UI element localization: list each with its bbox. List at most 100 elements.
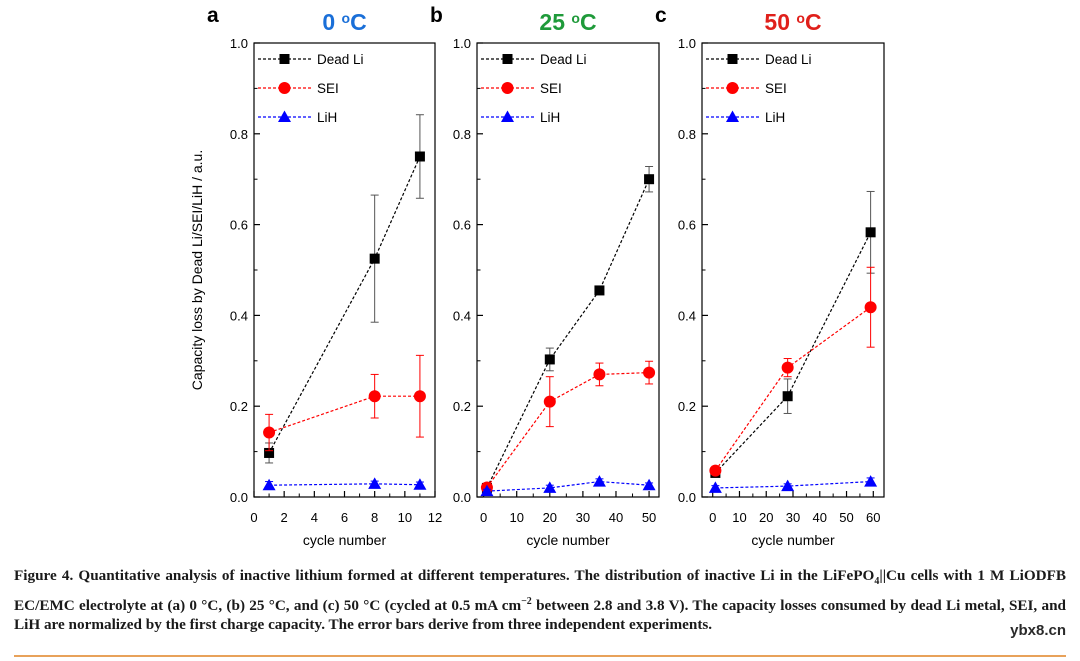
- y-tick-label: 0.2: [453, 399, 471, 414]
- y-tick-label: 0.4: [678, 308, 696, 323]
- legend-marker: [727, 54, 738, 64]
- series-sei: [263, 354, 426, 452]
- x-tick-label: 6: [341, 510, 348, 525]
- caption-subscript: 4: [874, 576, 880, 588]
- y-tick-label: 0.0: [678, 490, 696, 505]
- plot-frame: [701, 42, 885, 498]
- data-point: [369, 253, 380, 264]
- y-tick-label: 0.6: [678, 218, 696, 233]
- data-point: [865, 227, 876, 238]
- series-line: [486, 178, 650, 489]
- series-line: [714, 306, 871, 472]
- x-tick-label: 10: [398, 510, 412, 525]
- data-point: [709, 464, 722, 477]
- series-line: [268, 395, 420, 434]
- x-axis-label: cycle number: [751, 532, 835, 548]
- watermark-text: ybx8.cn: [1010, 622, 1066, 639]
- x-axis-label: cycle number: [303, 532, 387, 548]
- x-tick-label: 4: [311, 510, 318, 525]
- caption-text-3: between 2.8 and 3.8 V). The capacity los…: [14, 596, 1066, 634]
- legend-marker: [501, 110, 514, 122]
- y-tick-label: 0.0: [230, 490, 248, 505]
- x-tick-label: 50: [642, 510, 656, 525]
- caption-text-2: ||Cu cells with 1 M LiODFB EC/EMC electr…: [14, 567, 1067, 614]
- x-tick-label: 40: [609, 510, 623, 525]
- legend-marker: [502, 54, 513, 64]
- series-dead-li: [264, 114, 425, 464]
- chart-panel-a: 0.0 0.2 0.4 0.6 0.8 1.0 0 2 4 6 8 10 12 cycle number C…: [189, 4, 442, 548]
- y-tick-label: 0.0: [453, 490, 471, 505]
- y-tick-label: 0.2: [678, 399, 696, 414]
- x-tick-label: 20: [543, 510, 557, 525]
- y-tick-label: 1.0: [230, 36, 248, 51]
- x-tick-label: 40: [813, 510, 827, 525]
- legend-label: SEI: [317, 81, 339, 96]
- x-tick-label: 10: [509, 510, 523, 525]
- data-point: [864, 475, 878, 487]
- legend-label: Dead Li: [765, 52, 812, 67]
- y-tick-label: 1.0: [453, 36, 471, 51]
- legend-label: LiH: [317, 110, 337, 125]
- legend-label: SEI: [765, 81, 787, 96]
- plot-frame: [476, 42, 660, 498]
- chart-panel-b: 0.0 0.2 0.4 0.6 0.8 1.0 0 10 20 30 40 50 cycle numbe…: [430, 4, 660, 548]
- panel-title: 0 oC: [322, 9, 366, 35]
- y-tick-label: 0.6: [453, 218, 471, 233]
- legend-label: LiH: [540, 110, 560, 125]
- data-point: [414, 151, 425, 162]
- y-tick-label: 1.0: [678, 36, 696, 51]
- y-tick-label: 0.2: [230, 399, 248, 414]
- caption-divider: [14, 655, 1066, 657]
- panel-letter: a: [207, 4, 219, 27]
- data-point: [413, 478, 427, 490]
- caption-superscript: −2: [521, 595, 532, 607]
- data-point: [543, 481, 557, 493]
- x-tick-label: 2: [281, 510, 288, 525]
- x-tick-label: 8: [371, 510, 378, 525]
- legend-marker: [726, 82, 739, 94]
- legend-label: LiH: [765, 110, 785, 125]
- x-tick-label: 60: [866, 510, 880, 525]
- series-line: [486, 480, 650, 492]
- data-point: [708, 481, 722, 493]
- data-point: [480, 484, 494, 497]
- y-tick-label: 0.4: [453, 308, 471, 323]
- chart-panel-c: 0.0 0.2 0.4 0.6 0.8 1.0 0 10 20 30 40 50 60 cycle num…: [655, 4, 885, 548]
- legend-label: Dead Li: [317, 52, 364, 67]
- data-point: [864, 301, 877, 314]
- data-point: [543, 395, 556, 408]
- series-lih: [262, 477, 427, 491]
- series-sei: [709, 266, 877, 477]
- series-line: [486, 372, 650, 488]
- series-line: [268, 156, 421, 454]
- panel-letter: b: [430, 4, 443, 27]
- data-point: [413, 390, 426, 403]
- data-point: [593, 368, 606, 381]
- data-point: [782, 391, 793, 402]
- figure-chart: 0.0 0.2 0.4 0.6 0.8 1.0 0 2 4 6 8 10 12 cycle number C…: [189, 4, 885, 548]
- series-lih: [480, 475, 656, 497]
- data-point: [781, 361, 794, 374]
- series-dead-li: [710, 190, 876, 478]
- x-tick-label: 30: [786, 510, 800, 525]
- series-lih: [708, 475, 878, 493]
- series-sei: [480, 360, 656, 494]
- legend-marker: [501, 82, 514, 94]
- legend-label: Dead Li: [540, 52, 587, 67]
- y-axis-label: Capacity loss by Dead Li/SEI/LiH / a.u.: [189, 150, 205, 390]
- series-line: [715, 480, 871, 489]
- data-point: [642, 478, 656, 491]
- panel-title: 25 oC: [539, 9, 596, 35]
- legend-marker: [279, 54, 290, 64]
- x-tick-label: 12: [428, 510, 442, 525]
- caption-label: Figure 4.: [14, 567, 74, 584]
- caption-text-1: Quantitative analysis of inactive lithiu…: [78, 567, 875, 584]
- figure-caption: Figure 4. Quantitative analysis of inact…: [14, 566, 1066, 635]
- x-axis-label: cycle number: [526, 532, 610, 548]
- data-point: [592, 475, 606, 487]
- data-point: [781, 479, 795, 492]
- x-tick-label: 30: [576, 510, 590, 525]
- x-tick-label: 0: [709, 510, 716, 525]
- legend-label: SEI: [540, 81, 562, 96]
- y-tick-label: 0.8: [230, 127, 248, 142]
